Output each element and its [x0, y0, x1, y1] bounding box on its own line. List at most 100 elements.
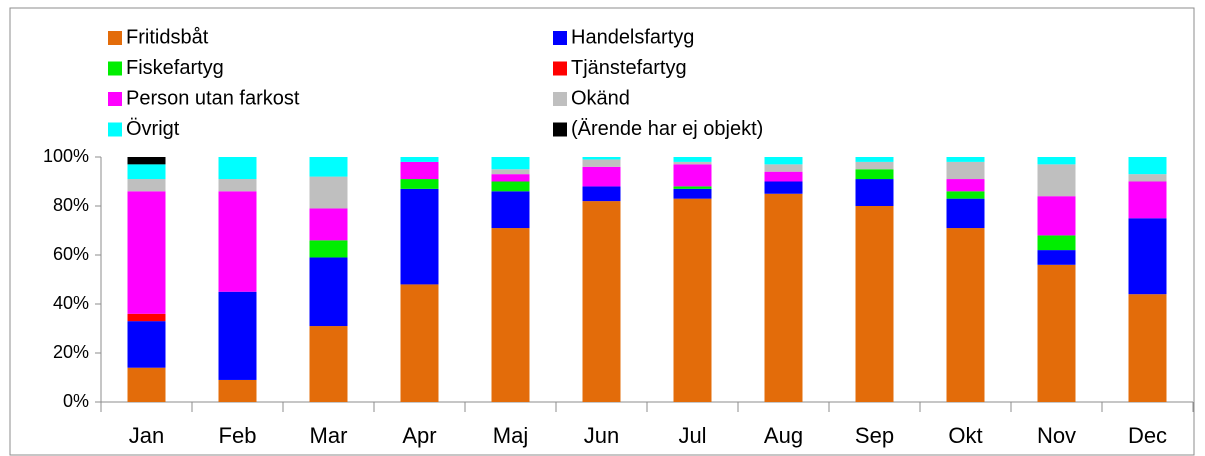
x-tick-label: Feb	[219, 423, 257, 448]
bar-segment	[582, 186, 621, 202]
legend-swatch	[108, 31, 122, 45]
bar-segment	[309, 176, 348, 209]
x-tick-label: Jul	[678, 423, 706, 448]
bar-segment	[127, 313, 166, 322]
bar-segment	[218, 179, 257, 192]
bar-segment	[127, 164, 166, 180]
legend-swatch	[108, 122, 122, 137]
bar-segment	[855, 157, 894, 162]
x-tick-label: Jan	[129, 423, 164, 448]
bar-segment	[127, 179, 166, 192]
bar-segment	[946, 191, 985, 199]
bar-segment	[764, 164, 803, 172]
bar-segment	[1128, 174, 1167, 182]
x-tick-label: Sep	[855, 423, 894, 448]
bar-segment	[218, 291, 257, 380]
legend-label: Person utan farkost	[126, 87, 300, 109]
bar-segment	[491, 191, 530, 229]
bar-segment	[1037, 196, 1076, 236]
bar-segment	[855, 179, 894, 206]
bar-segment	[1128, 157, 1167, 175]
bar-segment	[1037, 264, 1076, 402]
legend-label: (Ärende har ej objekt)	[571, 118, 763, 140]
x-tick-label: Apr	[402, 423, 436, 448]
bar-segment	[127, 191, 166, 314]
bar-segment	[491, 169, 530, 175]
legend-label: Fritidsbåt	[126, 26, 209, 48]
legend-swatch	[108, 92, 122, 106]
y-tick-label: 80%	[53, 195, 89, 215]
legend-label: Okänd	[571, 87, 630, 109]
bar-segment	[309, 240, 348, 258]
bar-segment	[309, 208, 348, 241]
bar-segment	[673, 186, 712, 189]
bar-segment	[491, 157, 530, 170]
bar-segment	[218, 191, 257, 292]
legend-swatch	[553, 61, 567, 76]
legend-swatch	[108, 61, 122, 76]
bar-segment	[582, 201, 621, 402]
y-tick-label: 0%	[63, 391, 89, 411]
bar-segment	[127, 157, 166, 165]
bar-segment	[1128, 218, 1167, 295]
bar-segment	[764, 171, 803, 182]
bar-segment	[764, 181, 803, 194]
x-tick-label: Jun	[584, 423, 619, 448]
bar-segment	[582, 159, 621, 167]
bar-segment	[764, 157, 803, 165]
bar-segment	[764, 193, 803, 402]
bar-segment	[855, 169, 894, 180]
bar-segment	[855, 206, 894, 402]
bar-segment	[1128, 181, 1167, 219]
legend-label: Fiskefartyg	[126, 57, 224, 79]
bar-segment	[582, 166, 621, 187]
legend-swatch	[553, 31, 567, 45]
bar-segment	[673, 164, 712, 187]
y-tick-label: 20%	[53, 342, 89, 362]
bar-segment	[946, 228, 985, 402]
legend-label: Tjänstefartyg	[571, 57, 687, 79]
bar-segment	[218, 379, 257, 402]
bar-segment	[946, 179, 985, 192]
bar-segment	[309, 157, 348, 177]
bar-segment	[946, 161, 985, 180]
bar-segment	[400, 161, 439, 180]
bar-segment	[1128, 294, 1167, 402]
bar-segment	[309, 257, 348, 327]
bar-segment	[946, 198, 985, 229]
bar-segment	[400, 179, 439, 189]
bar-segment	[309, 326, 348, 402]
x-tick-label: Dec	[1128, 423, 1167, 448]
bar-segment	[1037, 235, 1076, 251]
bar-segment	[400, 284, 439, 402]
bar-segment	[1037, 164, 1076, 197]
legend-label: Övrigt	[126, 118, 180, 140]
bar-segment	[400, 188, 439, 285]
bar-segment	[946, 157, 985, 162]
bar-segment	[491, 174, 530, 182]
bar-segment	[127, 367, 166, 402]
bar-segment	[673, 188, 712, 199]
legend-swatch	[553, 122, 567, 137]
y-tick-label: 40%	[53, 293, 89, 313]
x-tick-label: Nov	[1037, 423, 1076, 448]
bar-segment	[582, 157, 621, 160]
bar-segment	[673, 198, 712, 402]
x-tick-label: Aug	[764, 423, 803, 448]
y-tick-label: 60%	[53, 244, 89, 264]
bar-segment	[673, 157, 712, 162]
x-tick-label: Mar	[310, 423, 348, 448]
bar-segment	[127, 321, 166, 368]
bar-segment	[491, 181, 530, 192]
bar-segment	[673, 161, 712, 165]
bar-segment	[218, 157, 257, 180]
bar-segment	[1037, 250, 1076, 265]
bar-segment	[400, 157, 439, 162]
bar-segment	[491, 228, 530, 402]
legend-swatch	[553, 92, 567, 106]
x-tick-label: Maj	[493, 423, 528, 448]
legend-label: Handelsfartyg	[571, 26, 694, 48]
y-tick-label: 100%	[43, 146, 89, 166]
